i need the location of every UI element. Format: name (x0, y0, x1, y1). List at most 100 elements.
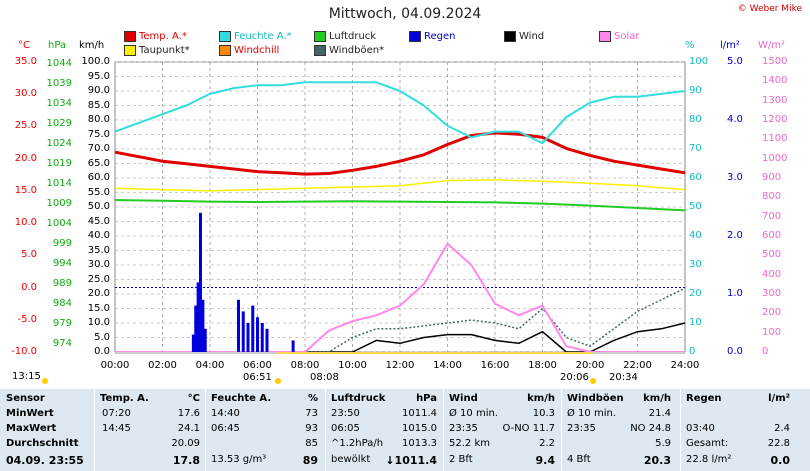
table-header: Wind (449, 393, 478, 404)
time-tick: 14:00 (433, 360, 462, 371)
table-value: 24.1 (177, 423, 200, 434)
humidity-tick: 10 (689, 317, 702, 328)
press-tick: 1029 (46, 118, 72, 129)
press-tick: 1014 (46, 178, 72, 189)
axis-unit: °C (18, 40, 30, 51)
legend-label: Windchill (234, 45, 280, 56)
table-cell: 2 Bft (449, 454, 473, 465)
table-cell: Ø 10 min. (567, 408, 616, 419)
legend-swatch (504, 31, 516, 42)
legend-item: Regen (409, 31, 456, 42)
time-tick: 20:00 (575, 360, 605, 371)
table-header: % (307, 393, 318, 404)
legend-label: Feuchte A.* (234, 31, 292, 42)
sun-time: 06:51 (243, 372, 272, 383)
rain-tick: 0.0 (727, 346, 743, 357)
sun-time: 20:34 (609, 372, 638, 383)
row-label: 04.09. 23:55 (6, 454, 84, 467)
press-tick: 974 (52, 338, 72, 349)
legend-label: Solar (614, 31, 640, 42)
table-cell: 14:45 (102, 423, 131, 434)
rain-bar (196, 282, 200, 352)
rain-bar (256, 317, 259, 352)
series-windb-en (115, 287, 686, 353)
legend-item: Wind (504, 31, 544, 42)
row-label: Durchschnitt (6, 438, 79, 449)
press-tick: 984 (52, 298, 72, 309)
sun-time: 08:08 (310, 372, 339, 383)
table-value: 85 (305, 438, 318, 449)
rain-tick: 3.0 (727, 172, 743, 183)
series-wind (115, 322, 686, 353)
temp-tick: 25.0 (14, 120, 37, 132)
wind-tick: 30.0 (87, 259, 110, 270)
solar-tick: 1300 (762, 94, 788, 106)
table-cell: 23:35 (449, 423, 478, 434)
wind-tick: 95.0 (87, 70, 110, 82)
table-value: 20.09 (171, 438, 200, 449)
temp-tick: 30.0 (14, 88, 37, 100)
table-divider (561, 389, 562, 471)
table-value: 89 (302, 454, 318, 467)
rain-bar (203, 328, 207, 352)
table-value: 2.2 (539, 438, 555, 449)
rain-bar (265, 328, 269, 352)
time-tick: 22:00 (623, 360, 652, 371)
series-solar (115, 242, 685, 353)
humidity-tick: 100 (689, 56, 709, 67)
legend-item: Taupunkt* (124, 45, 190, 56)
table-divider (94, 389, 95, 471)
wind-tick: 100.0 (81, 56, 110, 67)
legend-swatch (124, 31, 136, 42)
humidity-tick: 20 (689, 288, 702, 299)
time-tick: 18:00 (528, 360, 557, 371)
table-cell: 07:20 (102, 408, 131, 419)
wind-tick: 65.0 (87, 157, 110, 169)
humidity-tick: 0 (689, 346, 696, 357)
wind-tick: 45.0 (87, 215, 110, 227)
rain-bar (241, 311, 245, 352)
humidity-tick: 90 (689, 85, 702, 96)
wind-tick: 60.0 (87, 172, 110, 183)
wind-tick: 90.0 (87, 85, 110, 96)
time-tick: 08:00 (290, 360, 320, 371)
series-luftdruck (114, 199, 686, 212)
table-value: 20.3 (643, 454, 671, 467)
solar-tick: 700 (762, 210, 782, 222)
wind-tick: 0.0 (94, 346, 110, 357)
solar-tick: 900 (762, 172, 782, 183)
solar-tick: 100 (762, 326, 782, 338)
legend-swatch (409, 31, 421, 42)
table-header: Luftdruck (331, 393, 386, 404)
legend-swatch (314, 45, 326, 56)
humidity-tick: 80 (689, 114, 702, 125)
wind-tick: 25.0 (87, 273, 110, 285)
page-title: Mittwoch, 04.09.2024 (328, 6, 482, 22)
wind-tick: 20.0 (87, 288, 110, 299)
legend-item: Luftdruck (314, 31, 376, 42)
row-label: MinWert (6, 408, 54, 419)
table-divider (680, 389, 681, 471)
solar-tick: 200 (762, 307, 782, 319)
rain-tick: 2.0 (727, 230, 743, 241)
temp-tick: 20.0 (14, 152, 37, 164)
series-taupunkt (114, 179, 686, 192)
legend-label: Luftdruck (329, 31, 377, 42)
table-divider (443, 389, 444, 471)
solar-tick: 1500 (762, 56, 788, 67)
humidity-tick: 30 (689, 259, 702, 270)
rain-bar (237, 299, 240, 352)
legend-swatch (599, 31, 611, 42)
sun-icon (42, 378, 48, 384)
legend-swatch (219, 31, 231, 42)
solar-tick: 800 (762, 191, 782, 203)
press-tick: 1034 (46, 98, 72, 109)
legend-swatch (314, 31, 326, 42)
table-value: 10.3 (532, 408, 555, 419)
table-value: 1015.0 (402, 423, 437, 434)
temp-tick: 0.0 (21, 281, 37, 293)
daylight-segment (277, 352, 593, 354)
axis-unit: % (685, 40, 695, 51)
press-tick: 999 (52, 238, 72, 249)
table-cell: bewölkt (331, 454, 371, 465)
